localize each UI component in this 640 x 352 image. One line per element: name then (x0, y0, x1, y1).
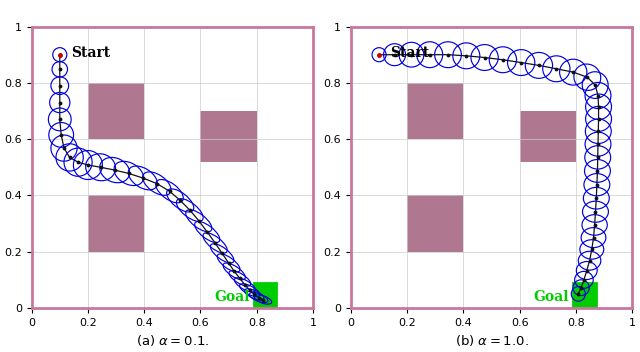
X-axis label: (b) $\alpha = 1.0$.: (b) $\alpha = 1.0$. (455, 333, 529, 348)
Bar (520, 111, 576, 162)
Bar (88, 83, 144, 139)
Text: Goal: Goal (214, 290, 250, 304)
Text: Start: Start (390, 46, 429, 60)
Text: Goal: Goal (534, 290, 570, 304)
Text: Start: Start (71, 46, 110, 60)
Bar (407, 83, 463, 139)
Bar (254, 283, 276, 308)
X-axis label: (a) $\alpha = 0.1$.: (a) $\alpha = 0.1$. (136, 333, 209, 348)
Bar (200, 111, 257, 162)
Bar (88, 195, 144, 252)
Bar (407, 195, 463, 252)
Bar (573, 283, 596, 308)
